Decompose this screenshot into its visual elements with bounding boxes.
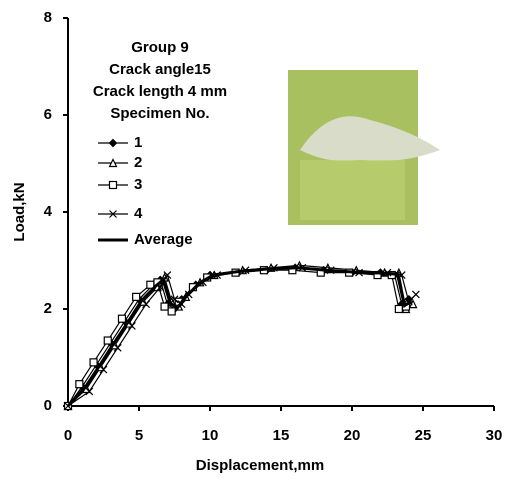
y-tick-label: 4 [44,203,53,220]
data-point [75,380,84,389]
data-point [170,295,179,304]
legend-label: Average [134,231,193,248]
data-point [163,271,172,279]
y-tick-label: 2 [44,300,52,317]
x-tick-label: 10 [202,427,219,444]
annotation: Group 9 [131,39,189,56]
data-point [117,314,127,323]
y-tick-label: 8 [44,9,52,26]
x-tick-label: 25 [415,427,432,444]
data-point [132,292,141,301]
x-tick-label: 20 [344,427,361,444]
y-tick-label: 6 [44,106,52,123]
x-axis-label: Displacement,mm [196,457,324,474]
data-point [167,307,176,316]
data-point [113,343,122,352]
legend-label: 4 [134,205,143,222]
legend-label: 3 [134,176,142,193]
x-tick-label: 15 [273,427,290,444]
annotation: Specimen No. [110,105,209,122]
series-line [66,266,413,408]
data-point [411,290,420,299]
data-point [85,387,94,396]
legend-marker [108,138,118,148]
specimen-crack [300,116,440,162]
data-point [394,304,403,314]
data-point [127,322,136,330]
legend-label: 1 [134,134,142,151]
legend-marker [108,158,118,168]
data-point [103,336,112,345]
y-tick-label: 0 [44,397,52,414]
legend-label: 2 [134,154,142,171]
data-point [160,302,169,311]
y-axis-label: Load,kN [11,182,28,241]
legend-marker [109,210,117,218]
x-tick-label: 30 [486,427,503,444]
annotation: Crack length 4 mm [93,83,227,100]
legend-marker [108,180,118,190]
data-point [99,365,108,374]
x-tick-label: 5 [135,427,143,444]
specimen-body [300,160,405,220]
data-point [142,300,151,309]
x-tick-label: 0 [64,427,72,444]
data-point [89,358,98,367]
annotation: Crack angle15 [109,61,211,78]
